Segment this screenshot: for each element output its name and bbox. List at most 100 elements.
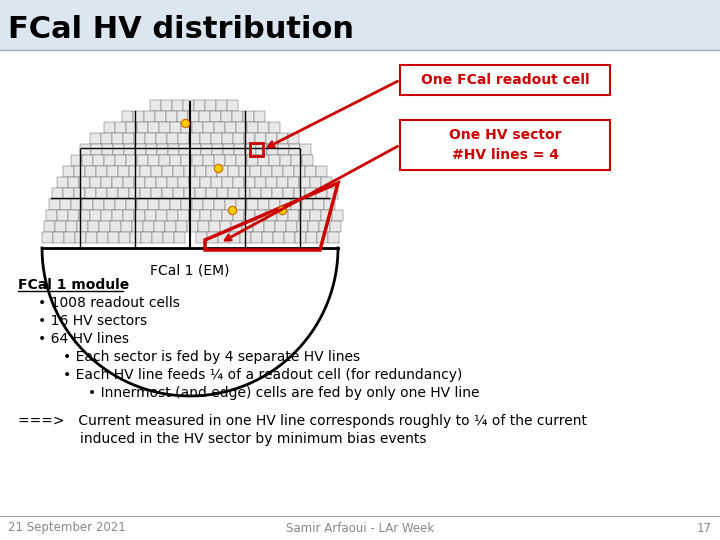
Bar xyxy=(266,133,277,144)
Bar xyxy=(189,144,201,155)
Bar xyxy=(112,144,124,155)
Bar xyxy=(214,155,225,166)
Bar xyxy=(78,210,89,221)
Bar xyxy=(53,188,63,199)
Bar xyxy=(57,210,68,221)
Bar xyxy=(225,122,236,133)
Bar xyxy=(148,155,158,166)
Bar xyxy=(240,232,251,243)
Bar xyxy=(279,199,291,210)
Bar xyxy=(166,210,178,221)
Bar xyxy=(145,210,156,221)
Bar xyxy=(244,177,256,188)
Bar xyxy=(118,166,130,177)
Bar xyxy=(310,177,321,188)
Bar xyxy=(291,155,302,166)
Bar xyxy=(174,166,184,177)
Bar xyxy=(210,111,221,122)
Bar xyxy=(90,177,102,188)
Bar xyxy=(294,166,305,177)
Bar xyxy=(71,155,81,166)
Bar xyxy=(332,210,343,221)
Bar xyxy=(179,177,189,188)
Bar xyxy=(181,122,192,133)
Bar xyxy=(192,199,202,210)
Bar xyxy=(258,199,269,210)
Text: • 64 HV lines: • 64 HV lines xyxy=(38,332,129,346)
Bar xyxy=(55,221,66,232)
Bar xyxy=(244,133,256,144)
Bar xyxy=(158,155,170,166)
Bar xyxy=(284,188,294,199)
Bar xyxy=(289,133,300,144)
Bar xyxy=(137,122,148,133)
Bar xyxy=(277,177,288,188)
Bar xyxy=(68,210,78,221)
Bar xyxy=(286,221,297,232)
Bar xyxy=(48,199,60,210)
Bar xyxy=(163,232,174,243)
Bar xyxy=(221,111,232,122)
Bar xyxy=(104,122,115,133)
Bar xyxy=(130,232,141,243)
Bar xyxy=(63,166,74,177)
Bar xyxy=(217,166,228,177)
Bar xyxy=(81,199,93,210)
Bar xyxy=(312,199,323,210)
Bar xyxy=(178,210,189,221)
Bar xyxy=(295,232,307,243)
Bar xyxy=(239,166,251,177)
Bar xyxy=(81,155,93,166)
Bar xyxy=(174,188,184,199)
Bar xyxy=(266,177,277,188)
Bar xyxy=(60,199,71,210)
Bar xyxy=(261,166,272,177)
Text: One FCal readout cell: One FCal readout cell xyxy=(420,73,589,87)
Bar xyxy=(316,188,328,199)
Bar xyxy=(63,188,74,199)
Bar xyxy=(243,111,254,122)
Bar xyxy=(269,122,280,133)
Bar xyxy=(140,166,151,177)
Bar xyxy=(96,188,107,199)
Bar xyxy=(243,210,255,221)
Bar xyxy=(86,188,96,199)
Bar xyxy=(228,188,240,199)
Bar xyxy=(88,221,99,232)
Bar xyxy=(305,166,316,177)
Bar xyxy=(261,188,272,199)
Bar xyxy=(192,122,203,133)
Bar xyxy=(102,144,112,155)
Bar xyxy=(96,166,107,177)
Bar xyxy=(102,177,112,188)
Bar xyxy=(200,133,212,144)
Bar xyxy=(45,210,57,221)
Bar xyxy=(93,155,104,166)
Bar xyxy=(212,133,222,144)
Bar xyxy=(169,199,181,210)
Bar xyxy=(89,210,101,221)
Bar xyxy=(195,166,207,177)
Bar xyxy=(183,100,194,111)
Bar xyxy=(155,111,166,122)
Bar xyxy=(222,144,233,155)
Bar xyxy=(269,155,279,166)
Bar xyxy=(253,221,264,232)
Bar xyxy=(137,199,148,210)
Bar xyxy=(330,221,341,232)
Bar xyxy=(140,188,151,199)
Bar xyxy=(251,232,262,243)
Bar xyxy=(85,166,96,177)
Bar xyxy=(156,133,168,144)
Bar xyxy=(156,177,167,188)
Bar xyxy=(44,221,55,232)
Bar xyxy=(0,0,720,50)
Bar xyxy=(156,210,166,221)
Bar xyxy=(202,155,214,166)
Bar xyxy=(230,221,242,232)
Bar xyxy=(124,144,135,155)
Bar xyxy=(179,133,189,144)
Bar xyxy=(66,221,76,232)
Bar xyxy=(145,144,156,155)
Bar xyxy=(184,188,195,199)
